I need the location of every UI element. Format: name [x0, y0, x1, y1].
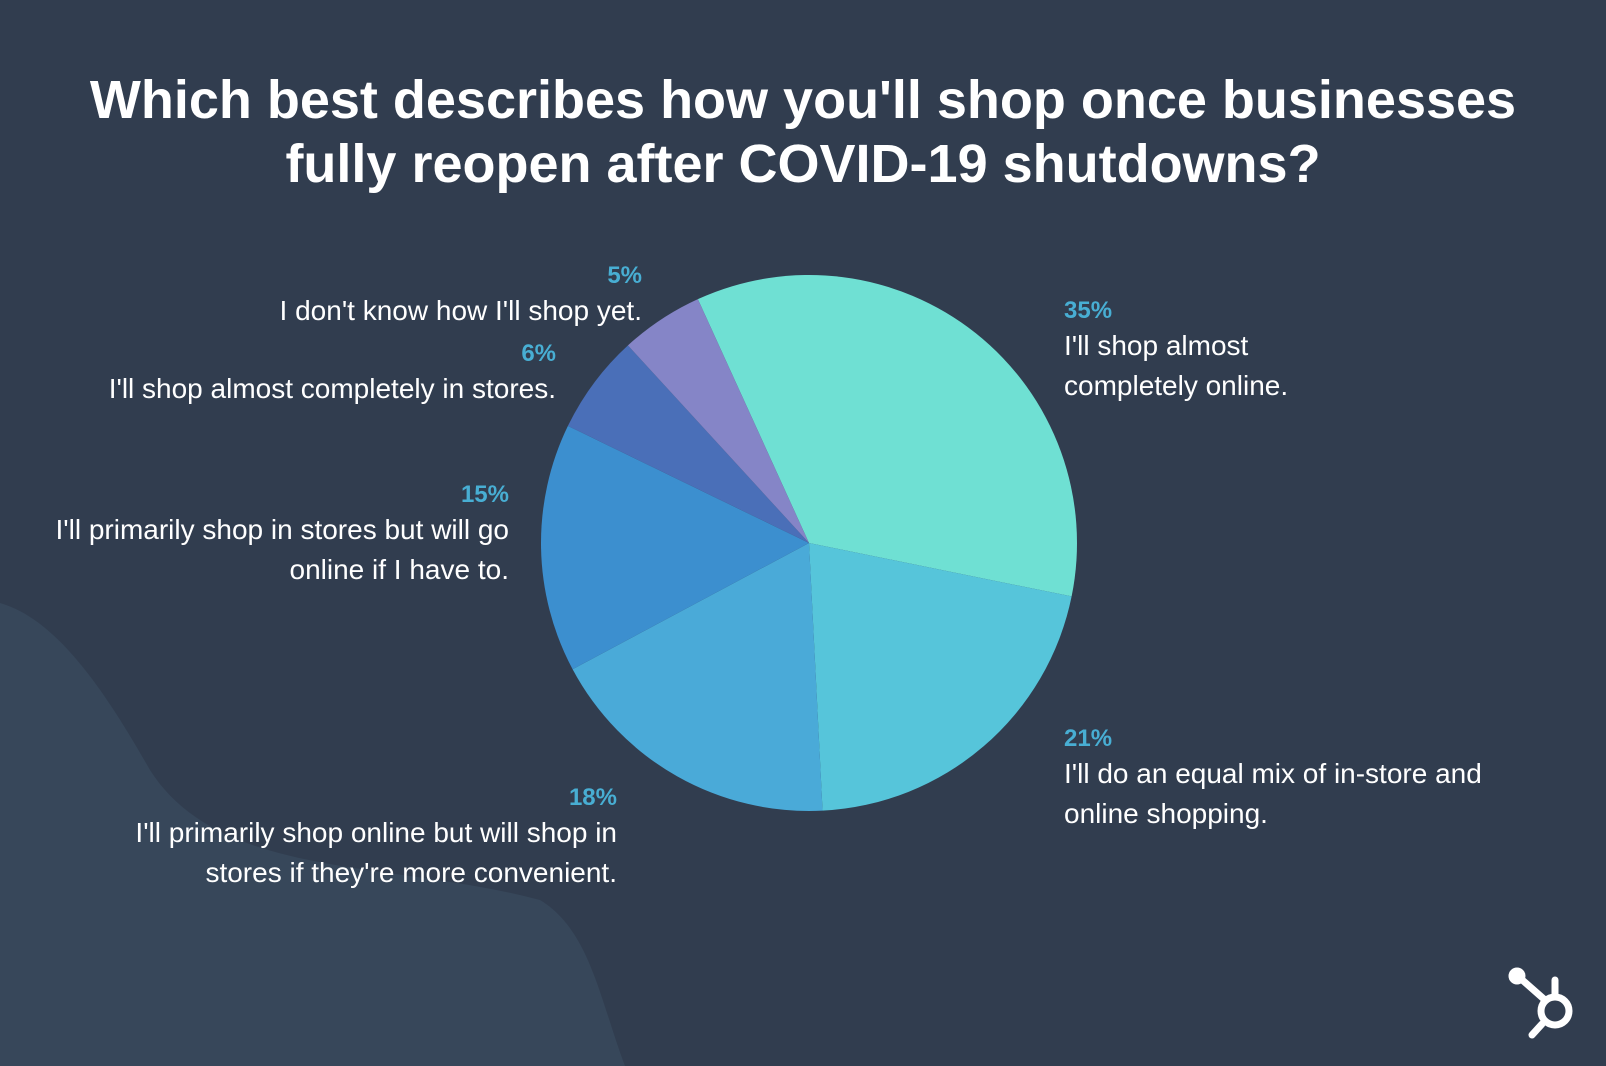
category-label: I don't know how I'll shop yet.	[279, 295, 642, 326]
slice-label: 21% I'll do an equal mix of in-store and …	[1064, 724, 1484, 834]
value-label: 6%	[521, 340, 556, 367]
pie-slice	[572, 543, 823, 811]
logo	[1508, 967, 1573, 1039]
category-label: I'll shop almost completely in stores.	[108, 373, 556, 404]
pie-slice	[627, 299, 809, 543]
value-label: 15%	[460, 481, 509, 508]
slice-label: 18% I'll primarily shop online but will s…	[117, 783, 617, 893]
category-label: I'll shop almost completely online.	[1064, 330, 1289, 401]
pie-slice	[697, 274, 1077, 597]
category-label: I'll primarily shop online but will shop…	[135, 817, 617, 888]
slice-label: 5% I don't know how I'll shop yet.	[280, 261, 642, 331]
value-label: 18%	[568, 784, 617, 811]
pie-slice	[809, 543, 1072, 811]
slice-label: 35% I'll shop almost completely online.	[1064, 296, 1314, 406]
pie-slice	[567, 345, 809, 543]
value-label: 5%	[607, 262, 642, 289]
pie-slice	[541, 425, 809, 670]
slice-label: 15% I'll primarily shop in stores but wil…	[49, 480, 509, 590]
category-label: I'll do an equal mix of in-store and onl…	[1064, 758, 1482, 829]
category-label: I'll primarily shop in stores but will g…	[55, 514, 509, 585]
chart-title: Which best describes how you'll shop onc…	[89, 70, 1517, 194]
background-shape	[0, 603, 625, 1066]
value-label: 21%	[1064, 725, 1113, 752]
slice-label: 6% I'll shop almost completely in stores.	[109, 339, 556, 409]
value-label: 35%	[1064, 297, 1113, 324]
